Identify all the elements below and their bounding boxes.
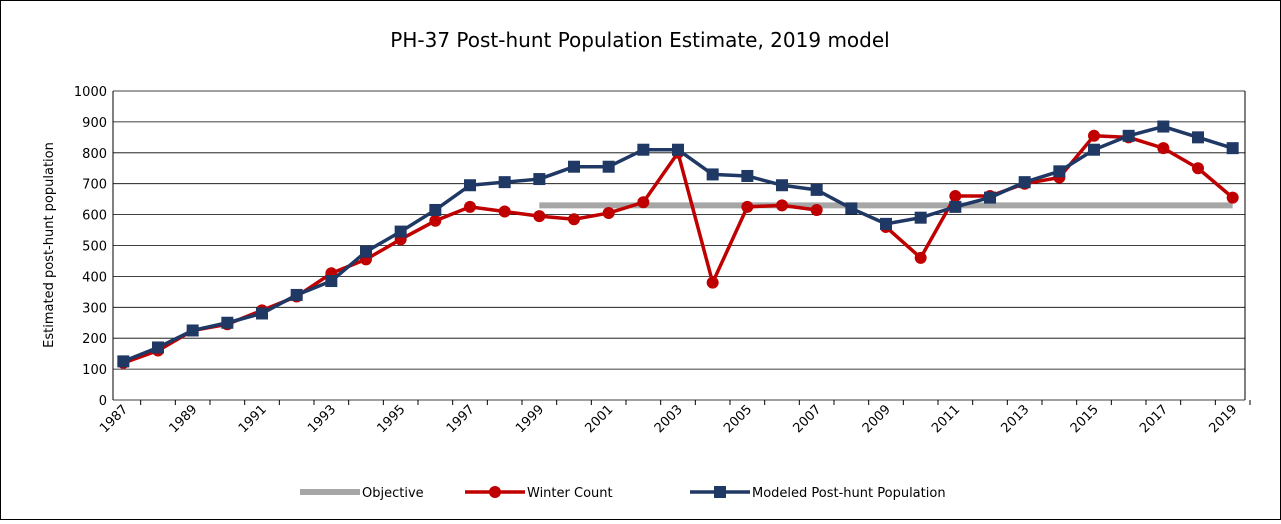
point (776, 199, 788, 212)
point (394, 225, 407, 238)
point (706, 276, 719, 289)
point (221, 316, 234, 329)
point (949, 190, 962, 203)
legend-marker (714, 486, 726, 498)
y-tick-label: 400 (82, 270, 107, 285)
point (464, 200, 476, 213)
point (290, 288, 303, 301)
y-tick-label: 1000 (74, 85, 107, 100)
point (1192, 162, 1204, 175)
point (984, 191, 996, 204)
point (672, 143, 684, 156)
point (810, 183, 823, 196)
point (360, 245, 372, 258)
point (949, 200, 962, 213)
point (1122, 129, 1135, 142)
point (256, 307, 268, 320)
point (845, 202, 858, 215)
point (498, 176, 511, 189)
y-tick-label: 600 (82, 209, 107, 224)
point (429, 203, 442, 216)
point (637, 196, 650, 209)
point (533, 210, 546, 223)
point (810, 203, 823, 216)
legend-label: Winter Count (527, 486, 613, 501)
point (1157, 142, 1170, 155)
y-tick-label: 700 (82, 178, 107, 193)
point (1226, 142, 1239, 155)
point (325, 275, 338, 288)
point (602, 207, 615, 220)
point (637, 143, 650, 156)
y-tick-label: 200 (82, 332, 107, 347)
point (1088, 143, 1100, 156)
point (706, 168, 719, 181)
point (880, 217, 892, 230)
point (533, 173, 546, 186)
point (914, 211, 927, 224)
point (914, 251, 927, 264)
point (602, 160, 615, 173)
y-tick-label: 800 (82, 147, 107, 162)
point (1157, 120, 1170, 133)
point (186, 324, 199, 337)
y-tick-label: 900 (82, 116, 107, 131)
point (1088, 129, 1100, 142)
point (152, 341, 164, 354)
point (1192, 131, 1204, 144)
point (464, 179, 476, 192)
y-tick-label: 100 (82, 363, 107, 378)
y-tick-label: 0 (99, 394, 107, 409)
y-tick-label: 500 (82, 240, 107, 255)
chart-title: PH-37 Post-hunt Population Estimate, 201… (390, 28, 889, 52)
y-axis-label: Estimated post-hunt population (42, 142, 57, 348)
point (741, 169, 754, 182)
point (1018, 176, 1031, 189)
point (429, 214, 442, 227)
point (1053, 165, 1066, 178)
point (498, 205, 511, 218)
legend-label: Modeled Post-hunt Population (752, 486, 946, 501)
point (741, 200, 754, 213)
point (568, 213, 580, 226)
y-tick-label: 300 (82, 301, 107, 316)
legend-marker (489, 486, 501, 498)
point (1226, 191, 1239, 204)
point (568, 160, 580, 173)
point (776, 179, 788, 192)
point (117, 355, 130, 368)
legend-label: Objective (362, 486, 424, 501)
